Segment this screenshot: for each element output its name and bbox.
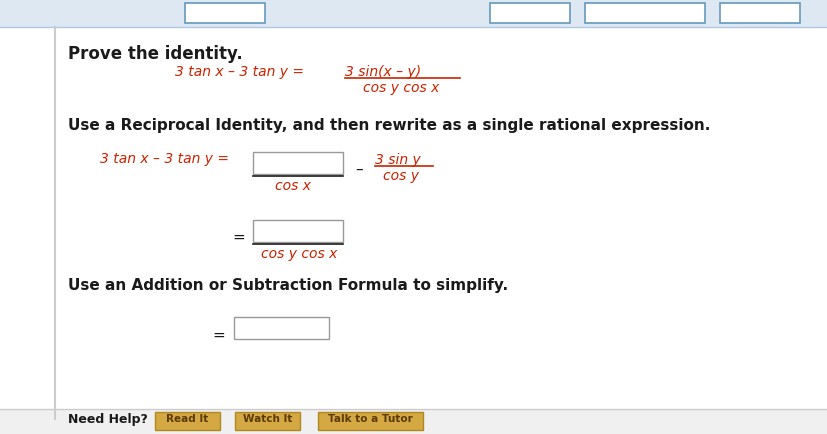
Bar	[253, 153, 342, 174]
Bar	[235, 412, 299, 430]
Text: cos y: cos y	[383, 169, 418, 183]
Bar	[0, 409, 827, 434]
Text: cos x: cos x	[275, 178, 311, 193]
Bar	[253, 220, 342, 243]
Text: cos y cos x: cos y cos x	[362, 81, 439, 95]
Text: 3 tan x – 3 tan y =: 3 tan x – 3 tan y =	[174, 65, 308, 79]
Text: 3 sin(x – y): 3 sin(x – y)	[345, 65, 421, 79]
Bar	[490, 4, 569, 24]
Text: 3 tan x – 3 tan y =: 3 tan x – 3 tan y =	[100, 151, 229, 166]
Text: =: =	[232, 230, 245, 244]
Bar	[318, 412, 423, 430]
Text: Watch It: Watch It	[242, 413, 292, 423]
Text: Use a Reciprocal Identity, and then rewrite as a single rational expression.: Use a Reciprocal Identity, and then rewr…	[68, 118, 710, 133]
Bar	[155, 412, 220, 430]
Text: Prove the identity.: Prove the identity.	[68, 45, 242, 63]
Text: Talk to a Tutor: Talk to a Tutor	[327, 413, 413, 423]
Bar	[585, 4, 704, 24]
Text: Need Help?: Need Help?	[68, 412, 148, 425]
Text: –: –	[355, 161, 362, 177]
Bar	[184, 4, 265, 24]
Text: cos y cos x: cos y cos x	[261, 247, 337, 260]
Text: Read It: Read It	[166, 413, 208, 423]
Bar	[234, 317, 328, 339]
Text: Use an Addition or Subtraction Formula to simplify.: Use an Addition or Subtraction Formula t…	[68, 277, 508, 293]
Text: 3 sin y: 3 sin y	[375, 153, 420, 167]
Bar	[719, 4, 799, 24]
Bar	[0, 0, 827, 28]
Text: =: =	[212, 327, 224, 342]
